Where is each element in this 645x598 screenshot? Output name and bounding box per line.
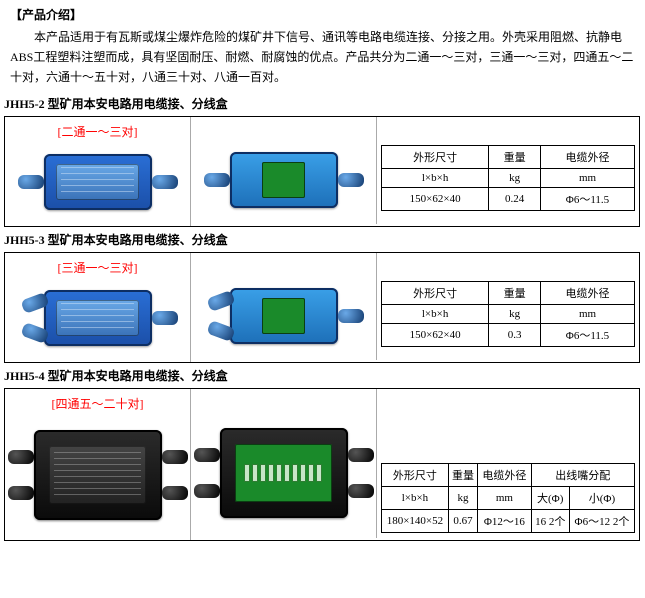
td-cable: Φ6～11.5 xyxy=(541,188,635,211)
th-weight: 重量 xyxy=(448,464,477,487)
th-weight-sub: kg xyxy=(489,305,541,324)
product-image-closed: [四通五～二十对] xyxy=(5,389,191,540)
th-dim-sub: l×b×h xyxy=(382,487,449,510)
td-dim: 180×140×52 xyxy=(382,510,449,533)
td-small: Φ6～12 2个 xyxy=(569,510,634,533)
td-weight: 0.67 xyxy=(448,510,477,533)
model-title: JHH5-4 型矿用本安电路用电缆接、分线盒 xyxy=(4,367,645,384)
spec-table-wrap: 外形尺寸 重量 电缆外径 l×b×h kg mm 150×62×40 0.24 … xyxy=(377,117,639,215)
th-cable-sub: mm xyxy=(541,305,635,324)
td-cable: Φ6～11.5 xyxy=(541,324,635,347)
product-block: [二通一～三对] . 外形尺寸 重量 电 xyxy=(4,116,640,227)
th-small: 小(Φ) xyxy=(569,487,634,510)
th-cable: 电缆外径 xyxy=(478,464,531,487)
product-image-open: . xyxy=(191,253,377,360)
th-weight-sub: kg xyxy=(448,487,477,510)
td-weight: 0.3 xyxy=(489,324,541,347)
product-image-open: . xyxy=(191,389,377,538)
config-label: [二通一～三对] xyxy=(7,123,188,140)
th-weight: 重量 xyxy=(489,146,541,169)
td-dim: 150×62×40 xyxy=(382,324,489,347)
td-weight: 0.24 xyxy=(489,188,541,211)
th-big: 大(Φ) xyxy=(531,487,569,510)
config-label: [四通五～二十对] xyxy=(7,395,188,412)
th-outlet: 出线嘴分配 xyxy=(531,464,634,487)
td-dim: 150×62×40 xyxy=(382,188,489,211)
th-cable: 电缆外径 xyxy=(541,146,635,169)
spec-table: 外形尺寸 重量 电缆外径 l×b×h kg mm 150×62×40 0.3 Φ… xyxy=(381,281,635,347)
product-block: [四通五～二十对] . xyxy=(4,388,640,541)
spec-table-wrap: 外形尺寸 重量 电缆外径 出线嘴分配 l×b×h kg mm 大(Φ) 小(Φ)… xyxy=(377,389,639,537)
th-dim: 外形尺寸 xyxy=(382,464,449,487)
td-cable: Φ12～16 xyxy=(478,510,531,533)
td-big: 16 2个 xyxy=(531,510,569,533)
spec-table: 外形尺寸 重量 电缆外径 出线嘴分配 l×b×h kg mm 大(Φ) 小(Φ)… xyxy=(381,463,635,533)
product-image-closed: [三通一～三对] xyxy=(5,253,191,362)
th-weight: 重量 xyxy=(489,282,541,305)
th-dim-sub: l×b×h xyxy=(382,169,489,188)
config-label: [三通一～三对] xyxy=(7,259,188,276)
th-cable-sub: mm xyxy=(478,487,531,510)
intro-heading: 【产品介绍】 xyxy=(10,6,635,23)
product-image-open: . xyxy=(191,117,377,224)
th-cable: 电缆外径 xyxy=(541,282,635,305)
th-dim: 外形尺寸 xyxy=(382,282,489,305)
th-cable-sub: mm xyxy=(541,169,635,188)
th-dim: 外形尺寸 xyxy=(382,146,489,169)
product-block: [三通一～三对] . 外形尺寸 重量 电 xyxy=(4,252,640,363)
th-weight-sub: kg xyxy=(489,169,541,188)
intro-paragraph: 本产品适用于有瓦斯或煤尘爆炸危险的煤矿井下信号、通讯等电路电缆连接、分接之用。外… xyxy=(10,27,635,87)
product-image-closed: [二通一～三对] xyxy=(5,117,191,226)
model-title: JHH5-3 型矿用本安电路用电缆接、分线盒 xyxy=(4,231,645,248)
spec-table-wrap: 外形尺寸 重量 电缆外径 l×b×h kg mm 150×62×40 0.3 Φ… xyxy=(377,253,639,351)
spec-table: 外形尺寸 重量 电缆外径 l×b×h kg mm 150×62×40 0.24 … xyxy=(381,145,635,211)
model-title: JHH5-2 型矿用本安电路用电缆接、分线盒 xyxy=(4,95,645,112)
th-dim-sub: l×b×h xyxy=(382,305,489,324)
